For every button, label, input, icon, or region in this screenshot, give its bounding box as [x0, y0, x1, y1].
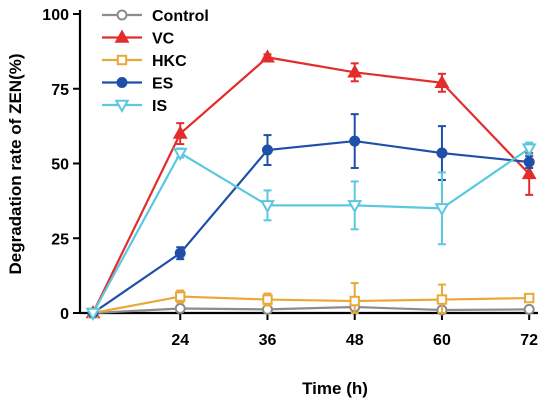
data-point	[434, 203, 450, 217]
legend: Control VC HKC ES IS	[102, 8, 209, 115]
legend-marker	[116, 77, 128, 88]
data-point	[260, 49, 275, 63]
legend-item-es: ES	[102, 76, 174, 93]
data-point	[262, 294, 273, 305]
data-point	[172, 125, 188, 139]
legend-label: ES	[152, 76, 174, 93]
series-is	[85, 141, 537, 322]
data-point	[436, 294, 448, 305]
x-axis-title: Time (h)	[302, 379, 368, 398]
y-tick-label: 25	[51, 231, 69, 248]
x-tick-label: 48	[346, 332, 364, 349]
axes: 0 25 50 75 100 24 36 48 60 72	[42, 7, 538, 349]
legend-label: VC	[152, 31, 175, 48]
data-point	[174, 247, 186, 259]
series-es	[87, 113, 535, 319]
legend-marker	[114, 99, 130, 114]
legend-item-hkc: HKC	[102, 53, 187, 70]
series-hkc	[87, 282, 535, 319]
x-tick-label: 60	[433, 332, 451, 349]
data-point	[85, 307, 101, 322]
x-tick-label: 72	[520, 332, 538, 349]
y-axis-title: Degradation rate of ZEN(%)	[6, 53, 25, 274]
legend-label: HKC	[152, 53, 187, 70]
data-point	[521, 165, 537, 180]
data-point	[523, 303, 535, 315]
y-tick-label: 75	[51, 82, 69, 99]
legend-item-vc: VC	[102, 29, 175, 48]
data-point	[347, 64, 363, 78]
data-point	[523, 292, 535, 304]
legend-label: Control	[152, 8, 209, 25]
legend-item-is: IS	[102, 98, 167, 115]
data-point	[521, 143, 537, 157]
data-point	[261, 144, 273, 156]
data-point	[347, 200, 363, 214]
legend-marker	[114, 29, 130, 43]
data-point	[434, 74, 450, 88]
y-tick-label: 0	[60, 306, 69, 323]
y-tick-label: 100	[42, 7, 69, 24]
series-line	[92, 56, 530, 314]
data-point	[349, 295, 360, 307]
series-layer	[85, 49, 537, 322]
series-control	[87, 301, 535, 319]
data-point	[174, 303, 186, 315]
series-line	[92, 147, 530, 314]
data-point	[260, 200, 275, 214]
x-tick-label: 36	[259, 332, 277, 349]
legend-marker	[116, 9, 128, 21]
series-line	[92, 295, 530, 315]
legend-label: IS	[152, 98, 167, 115]
series-line	[92, 305, 530, 315]
x-tick-label: 24	[171, 332, 189, 349]
series-line	[92, 139, 530, 314]
y-tick-label: 50	[51, 157, 69, 174]
data-point	[175, 291, 186, 302]
legend-item-control: Control	[102, 8, 209, 25]
data-point	[523, 156, 535, 168]
data-point	[349, 135, 361, 147]
legend-marker	[116, 54, 128, 66]
data-point	[436, 147, 448, 159]
data-point	[172, 147, 188, 162]
